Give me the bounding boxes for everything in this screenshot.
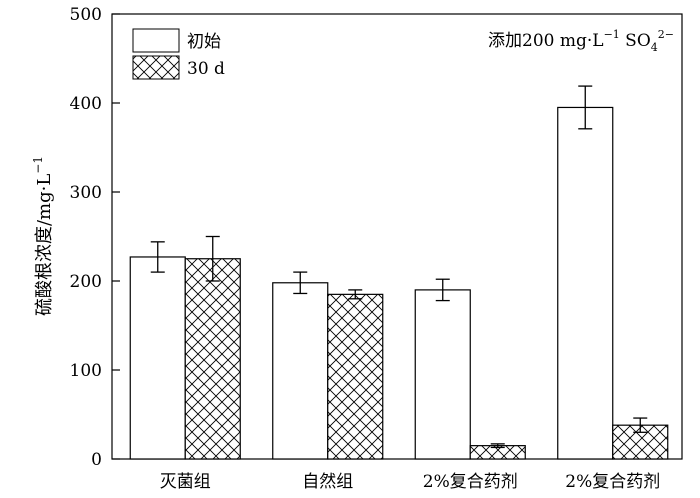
- legend-label-initial: 初始: [187, 32, 221, 52]
- x-tick-label-0: 灭菌组: [160, 472, 211, 492]
- y-tick-label-2: 200: [70, 272, 102, 292]
- bar-s0-c2: [414, 289, 471, 460]
- y-tick-label-1: 100: [70, 361, 102, 381]
- y-tick-label-5: 500: [70, 5, 102, 25]
- bar-s1-c0: [184, 258, 241, 460]
- bar-s0-c0: [129, 256, 186, 460]
- y-tick-label-3: 300: [70, 183, 102, 203]
- x-axis: 灭菌组 自然组 2%复合药剂 2%复合药剂: [160, 472, 660, 492]
- x-tick-label-1: 自然组: [302, 472, 353, 492]
- bars: [129, 85, 669, 460]
- y-axis: 0 100 200 300 400 500: [70, 5, 120, 470]
- y-tick-label-0: 0: [91, 450, 102, 470]
- legend-swatch-30d: [132, 55, 180, 80]
- legend-label-30d: 30 d: [187, 59, 225, 79]
- legend: 初始 30 d: [132, 28, 225, 80]
- x-tick-label-3: 2%复合药剂: [565, 472, 660, 492]
- bar-s0-c3: [557, 106, 614, 460]
- y-axis-label: 硫酸根浓度/mg·L−1: [31, 156, 55, 316]
- bar-s0-c1: [272, 282, 329, 460]
- annotation: 添加200 mg·L−1 SO42−: [488, 28, 674, 54]
- plot-frame: [111, 13, 683, 460]
- x-tick-label-2: 2%复合药剂: [423, 472, 518, 492]
- bar-s1-c1: [327, 293, 384, 460]
- legend-swatch-initial: [132, 28, 180, 53]
- y-tick-label-4: 400: [70, 94, 102, 114]
